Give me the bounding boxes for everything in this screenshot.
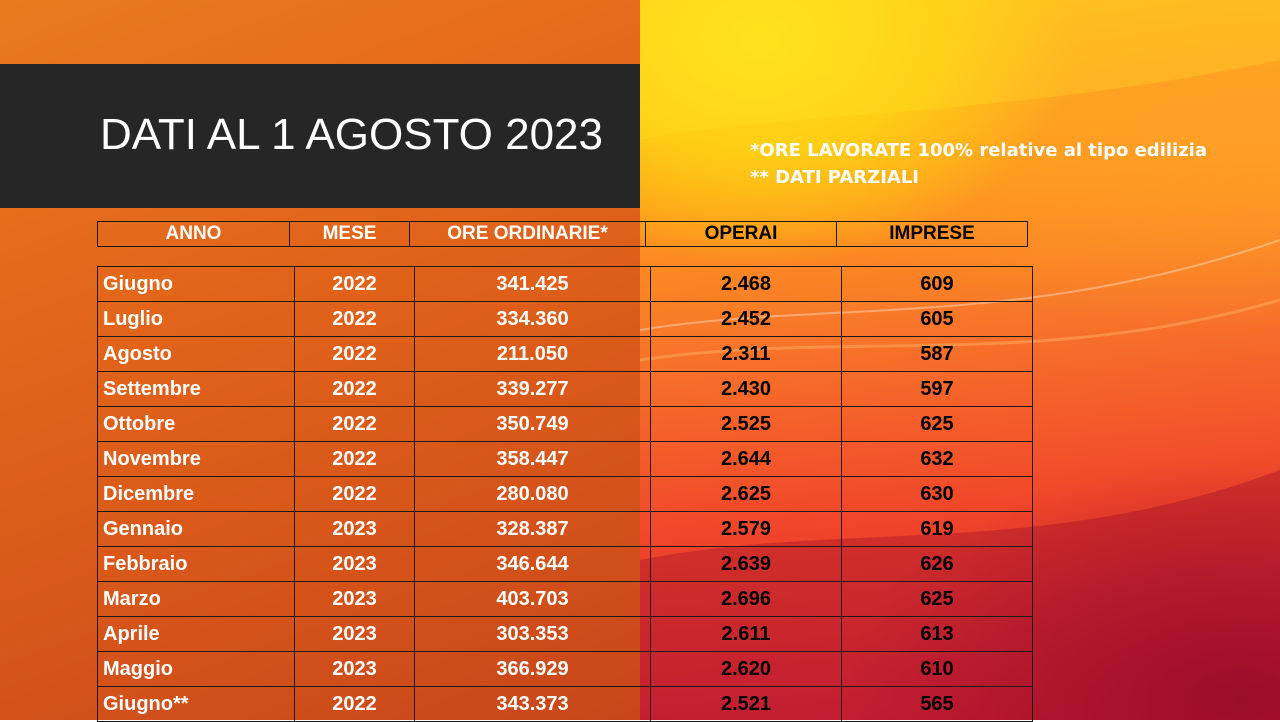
cell-workers: 2.611 bbox=[650, 616, 842, 652]
cell-companies: 613 bbox=[841, 616, 1033, 652]
table-row: Maggio 2023 366.929 2.620 610 bbox=[97, 651, 1033, 687]
cell-month: Aprile bbox=[97, 616, 295, 652]
cell-year: 2022 bbox=[294, 336, 415, 372]
cell-companies: 597 bbox=[841, 371, 1033, 407]
cell-hours: 303.353 bbox=[414, 616, 651, 652]
cell-companies: 605 bbox=[841, 301, 1033, 337]
table-row: Luglio 2022 334.360 2.452 605 bbox=[97, 301, 1033, 337]
cell-companies: 632 bbox=[841, 441, 1033, 477]
cell-year: 2022 bbox=[294, 266, 415, 302]
header-operai: OPERAI bbox=[645, 221, 837, 247]
table-row: Agosto 2022 211.050 2.311 587 bbox=[97, 336, 1033, 372]
cell-companies: 630 bbox=[841, 476, 1033, 512]
cell-hours: 328.387 bbox=[414, 511, 651, 547]
cell-year: 2023 bbox=[294, 651, 415, 687]
table-row: Ottobre 2022 350.749 2.525 625 bbox=[97, 406, 1033, 442]
cell-companies: 610 bbox=[841, 651, 1033, 687]
cell-month: Dicembre bbox=[97, 476, 295, 512]
footnotes: *ORE LAVORATE 100% relative al tipo edil… bbox=[750, 138, 1207, 192]
cell-hours: 343.373 bbox=[414, 686, 651, 722]
cell-workers: 2.452 bbox=[650, 301, 842, 337]
cell-year: 2023 bbox=[294, 511, 415, 547]
table-row: Giugno 2022 341.425 2.468 609 bbox=[97, 266, 1033, 302]
cell-workers: 2.521 bbox=[650, 686, 842, 722]
cell-companies: 565 bbox=[841, 686, 1033, 722]
title-bar bbox=[0, 64, 640, 208]
footnote-partial: ** DATI PARZIALI bbox=[750, 167, 919, 188]
cell-companies: 609 bbox=[841, 266, 1033, 302]
cell-year: 2022 bbox=[294, 686, 415, 722]
cell-year: 2022 bbox=[294, 406, 415, 442]
cell-hours: 358.447 bbox=[414, 441, 651, 477]
cell-hours: 366.929 bbox=[414, 651, 651, 687]
header-mese: MESE bbox=[289, 221, 410, 247]
cell-companies: 625 bbox=[841, 406, 1033, 442]
cell-month: Giugno bbox=[97, 266, 295, 302]
cell-hours: 280.080 bbox=[414, 476, 651, 512]
table-row: Febbraio 2023 346.644 2.639 626 bbox=[97, 546, 1033, 582]
table-row: Aprile 2023 303.353 2.611 613 bbox=[97, 616, 1033, 652]
cell-year: 2022 bbox=[294, 371, 415, 407]
table-row: Giugno** 2022 343.373 2.521 565 bbox=[97, 686, 1033, 722]
cell-month: Novembre bbox=[97, 441, 295, 477]
table-row: Novembre 2022 358.447 2.644 632 bbox=[97, 441, 1033, 477]
cell-month: Maggio bbox=[97, 651, 295, 687]
header-anno: ANNO bbox=[97, 221, 290, 247]
table-row: Marzo 2023 403.703 2.696 625 bbox=[97, 581, 1033, 617]
table-row: Dicembre 2022 280.080 2.625 630 bbox=[97, 476, 1033, 512]
cell-hours: 346.644 bbox=[414, 546, 651, 582]
cell-workers: 2.696 bbox=[650, 581, 842, 617]
cell-workers: 2.468 bbox=[650, 266, 842, 302]
cell-month: Gennaio bbox=[97, 511, 295, 547]
cell-month: Luglio bbox=[97, 301, 295, 337]
cell-year: 2023 bbox=[294, 581, 415, 617]
cell-year: 2023 bbox=[294, 546, 415, 582]
cell-workers: 2.644 bbox=[650, 441, 842, 477]
slide-title: DATI AL 1 AGOSTO 2023 bbox=[100, 110, 603, 159]
table-row: Settembre 2022 339.277 2.430 597 bbox=[97, 371, 1033, 407]
cell-month: Giugno** bbox=[97, 686, 295, 722]
cell-month: Settembre bbox=[97, 371, 295, 407]
header-imprese: IMPRESE bbox=[836, 221, 1028, 247]
data-table: Giugno 2022 341.425 2.468 609 Luglio 2022 334.… bbox=[97, 266, 1033, 722]
table-header: ANNO MESE ORE ORDINARIE* OPERAI IMPRESE bbox=[97, 221, 1028, 247]
cell-companies: 587 bbox=[841, 336, 1033, 372]
cell-companies: 626 bbox=[841, 546, 1033, 582]
cell-hours: 341.425 bbox=[414, 266, 651, 302]
cell-workers: 2.525 bbox=[650, 406, 842, 442]
cell-workers: 2.625 bbox=[650, 476, 842, 512]
cell-year: 2022 bbox=[294, 301, 415, 337]
cell-workers: 2.639 bbox=[650, 546, 842, 582]
cell-year: 2023 bbox=[294, 616, 415, 652]
cell-workers: 2.579 bbox=[650, 511, 842, 547]
header-ore-ordinarie: ORE ORDINARIE* bbox=[409, 221, 646, 247]
cell-year: 2022 bbox=[294, 476, 415, 512]
footnote-hours: *ORE LAVORATE 100% relative al tipo edil… bbox=[750, 140, 1207, 161]
cell-month: Ottobre bbox=[97, 406, 295, 442]
cell-hours: 334.360 bbox=[414, 301, 651, 337]
cell-month: Agosto bbox=[97, 336, 295, 372]
cell-workers: 2.430 bbox=[650, 371, 842, 407]
header-row: ANNO MESE ORE ORDINARIE* OPERAI IMPRESE bbox=[97, 221, 1028, 247]
cell-hours: 211.050 bbox=[414, 336, 651, 372]
cell-year: 2022 bbox=[294, 441, 415, 477]
cell-workers: 2.620 bbox=[650, 651, 842, 687]
cell-month: Marzo bbox=[97, 581, 295, 617]
cell-month: Febbraio bbox=[97, 546, 295, 582]
cell-hours: 339.277 bbox=[414, 371, 651, 407]
cell-companies: 619 bbox=[841, 511, 1033, 547]
cell-companies: 625 bbox=[841, 581, 1033, 617]
cell-workers: 2.311 bbox=[650, 336, 842, 372]
cell-hours: 350.749 bbox=[414, 406, 651, 442]
cell-hours: 403.703 bbox=[414, 581, 651, 617]
table-row: Gennaio 2023 328.387 2.579 619 bbox=[97, 511, 1033, 547]
